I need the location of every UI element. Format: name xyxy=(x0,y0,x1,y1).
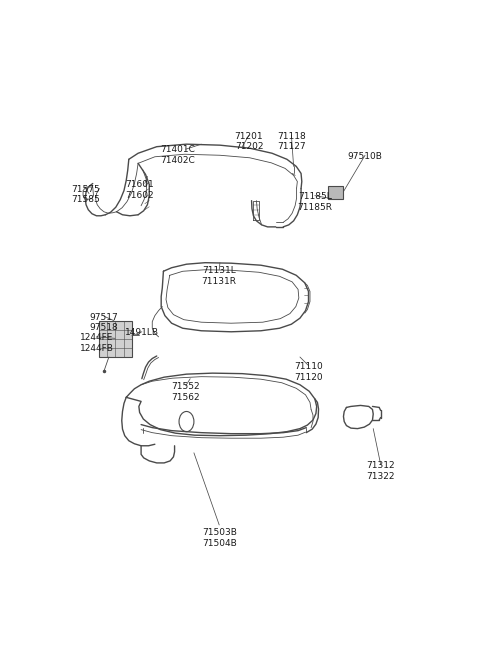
Text: 71601
71602: 71601 71602 xyxy=(126,181,155,200)
Text: 71201
71202: 71201 71202 xyxy=(235,132,264,151)
Text: 71131L
71131R: 71131L 71131R xyxy=(202,266,237,286)
Text: 71110
71120: 71110 71120 xyxy=(294,362,323,382)
Text: 1244FE
1244FB: 1244FE 1244FB xyxy=(80,333,113,353)
Text: 97517
97518: 97517 97518 xyxy=(90,312,118,332)
Text: 71552
71562: 71552 71562 xyxy=(171,383,200,402)
Bar xyxy=(99,321,132,357)
Text: 97510B: 97510B xyxy=(348,152,383,160)
Text: 71118
71127: 71118 71127 xyxy=(277,132,306,151)
Text: 71185L
71185R: 71185L 71185R xyxy=(297,192,332,212)
FancyBboxPatch shape xyxy=(328,185,343,198)
Text: 71312
71322: 71312 71322 xyxy=(366,461,395,481)
Text: 71503B
71504B: 71503B 71504B xyxy=(202,529,237,548)
Text: 1491LB: 1491LB xyxy=(125,328,159,337)
Text: 71401C
71402C: 71401C 71402C xyxy=(160,145,194,165)
Text: 71575
71585: 71575 71585 xyxy=(71,185,100,204)
